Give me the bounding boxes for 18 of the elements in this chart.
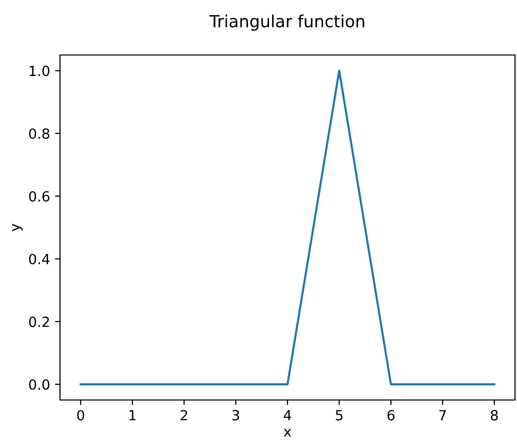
x-axis-title: x <box>284 428 292 436</box>
y-tick-label: 0.4 <box>29 254 50 264</box>
y-axis-title: y <box>12 224 23 232</box>
x-tick-label: 7 <box>439 410 446 420</box>
y-tick-label: 0.0 <box>29 379 50 390</box>
y-tick-label: 0.6 <box>29 191 50 202</box>
chart-title: Triangular function <box>209 14 364 31</box>
x-tick-label: 2 <box>180 410 188 420</box>
x-tick-label: 8 <box>490 410 498 420</box>
x-tick-label: 6 <box>387 410 394 420</box>
x-tick-label: 3 <box>232 410 240 420</box>
x-tick-label: 0 <box>77 410 84 420</box>
y-tick-label: 1.0 <box>30 66 50 76</box>
y-tick-label: 0.8 <box>29 128 50 139</box>
x-tick-label: 5 <box>336 410 342 420</box>
y-tick-label: 0.2 <box>29 316 49 328</box>
x-tick-label: 4 <box>284 410 292 420</box>
x-tick-label: 1 <box>129 410 136 420</box>
